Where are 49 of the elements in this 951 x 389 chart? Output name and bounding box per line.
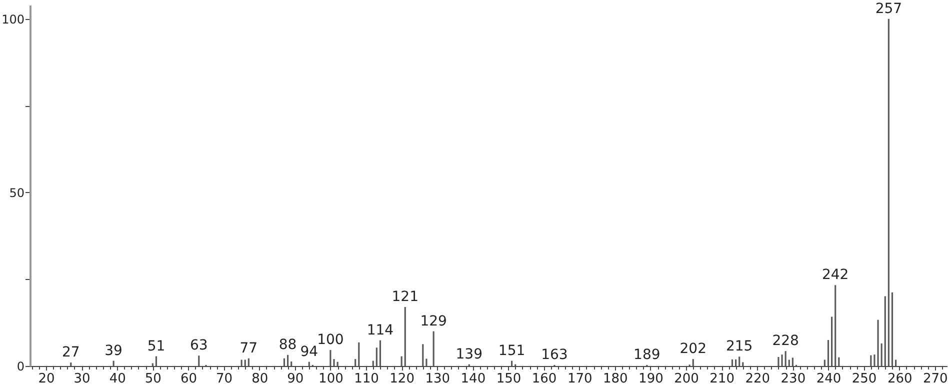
annotation: 63 — [190, 338, 208, 354]
annotation: 100 — [317, 332, 344, 348]
x-tick-label: 50 — [144, 372, 162, 386]
y-tick-label: 50 — [9, 186, 24, 200]
x-tick-label: 240 — [816, 372, 842, 386]
annotation: 77 — [240, 340, 258, 356]
x-tick-label: 220 — [745, 372, 770, 386]
x-tick-label: 120 — [390, 372, 414, 386]
x-tick-label: 170 — [567, 372, 592, 386]
y-tick-label: 100 — [2, 12, 24, 26]
x-tick-label: 160 — [532, 372, 557, 386]
x-tick-label: 270 — [922, 372, 948, 386]
annotation: 215 — [726, 338, 753, 355]
x-tick-label: 250 — [852, 372, 877, 386]
x-tick-label: 110 — [354, 372, 379, 386]
x-tick-label: 140 — [460, 372, 486, 386]
annotation: 88 — [278, 336, 297, 353]
x-tick-label: 70 — [216, 372, 233, 386]
x-tick-label: 200 — [674, 372, 699, 386]
annotation: 228 — [772, 333, 799, 350]
x-tick-label: 230 — [780, 372, 806, 386]
annotation: 189 — [634, 346, 660, 363]
x-tick-label: 60 — [180, 372, 197, 386]
x-tick-label: 260 — [887, 372, 912, 386]
x-tick-label: 190 — [638, 372, 664, 386]
annotation: 94 — [300, 344, 318, 360]
annotation: 129 — [420, 313, 447, 330]
x-tick-label: 100 — [318, 372, 344, 386]
x-tick-label: 90 — [287, 372, 304, 386]
x-tick-label: 80 — [252, 372, 268, 386]
x-tick-label: 30 — [74, 372, 90, 386]
annotation: 121 — [392, 288, 418, 305]
x-tick-label: 150 — [496, 372, 522, 386]
y-tick-label: 0 — [16, 360, 24, 374]
annotation: 27 — [62, 344, 80, 361]
annotation: 139 — [456, 346, 482, 362]
x-tick-label: 180 — [602, 372, 628, 386]
annotation: 39 — [104, 342, 122, 359]
annotation: 51 — [147, 338, 166, 354]
annotation: 151 — [498, 342, 526, 359]
annotation: 163 — [541, 346, 568, 363]
annotation: 202 — [680, 341, 706, 358]
x-tick-label: 40 — [109, 372, 126, 386]
x-tick-label: 210 — [710, 372, 734, 386]
annotation: 257 — [875, 0, 902, 17]
annotation: 242 — [822, 267, 849, 284]
annotation: 114 — [366, 322, 394, 338]
x-tick-label: 130 — [425, 372, 450, 386]
x-tick-label: 20 — [38, 372, 55, 386]
